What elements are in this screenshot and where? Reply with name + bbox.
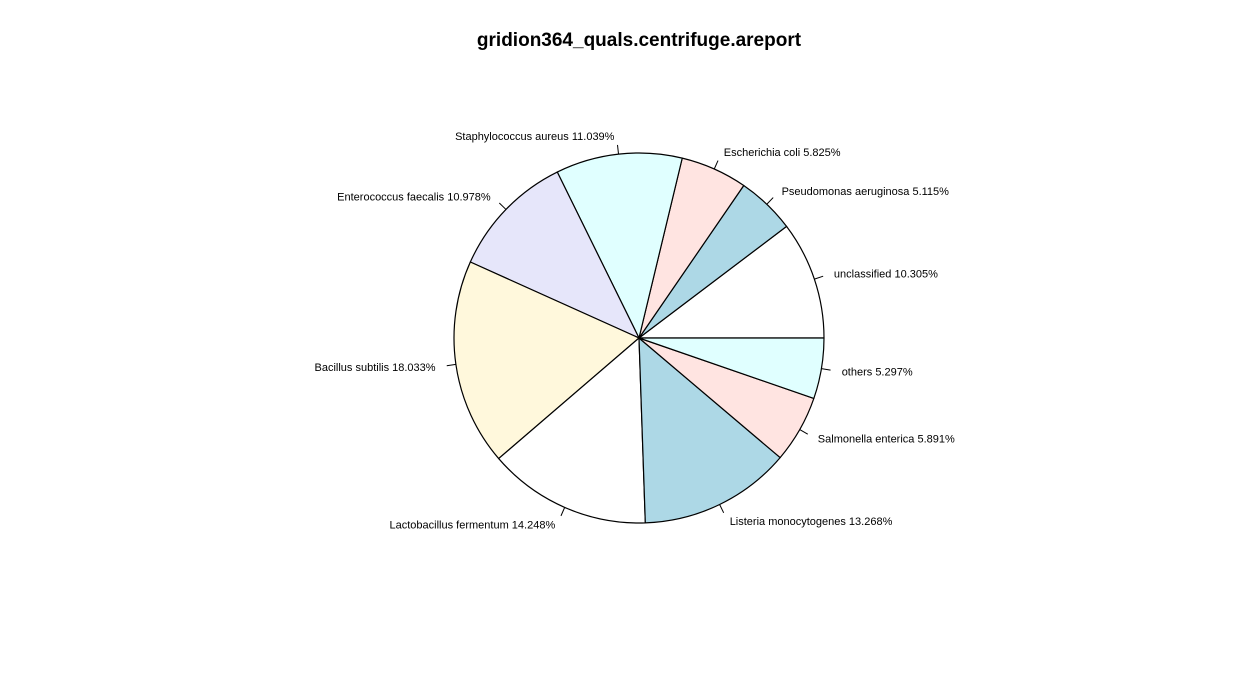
- slice-label-listeria-monocytogenes: Listeria monocytogenes 13.268%: [730, 516, 893, 528]
- label-tick-pseudomonas-aeruginosa: [766, 197, 774, 205]
- slice-label-lactobacillus-fermentum: Lactobacillus fermentum 14.248%: [390, 519, 556, 531]
- pie-slice-bacillus-subtilis: [453, 261, 640, 460]
- slice-label-escherichia-coli: Escherichia coli 5.825%: [724, 147, 841, 159]
- label-tick-lactobacillus-fermentum: [560, 507, 566, 517]
- label-tick-others: [821, 368, 831, 371]
- slice-label-pseudomonas-aeruginosa: Pseudomonas aeruginosa 5.115%: [782, 186, 950, 198]
- label-tick-unclassified: [814, 275, 824, 280]
- slice-label-unclassified: unclassified 10.305%: [834, 268, 938, 280]
- slice-label-others: others 5.297%: [842, 367, 913, 379]
- pie-slices: [453, 152, 825, 524]
- label-tick-enterococcus-faecalis: [498, 202, 507, 210]
- slice-label-enterococcus-faecalis: Enterococcus faecalis 10.978%: [337, 192, 491, 204]
- label-tick-listeria-monocytogenes: [719, 504, 725, 514]
- slice-label-staphylococcus-aureus: Staphylococcus aureus 11.039%: [455, 131, 615, 143]
- label-tick-staphylococcus-aureus: [617, 144, 620, 155]
- slice-label-salmonella-enterica: Salmonella enterica 5.891%: [818, 434, 955, 446]
- chart-title: gridion364_quals.centrifuge.areport: [477, 30, 802, 51]
- slice-label-bacillus-subtilis: Bacillus subtilis 18.033%: [315, 362, 436, 374]
- pie-label-ticks: [446, 144, 831, 517]
- pie-slice-lactobacillus-fermentum: [498, 337, 646, 524]
- pie-slice-unclassified: [638, 225, 825, 339]
- pie-labels: unclassified 10.305% Pseudomonas aerugino…: [315, 131, 956, 532]
- label-tick-salmonella-enterica: [799, 429, 809, 435]
- label-tick-escherichia-coli: [713, 160, 719, 170]
- label-tick-bacillus-subtilis: [446, 363, 456, 367]
